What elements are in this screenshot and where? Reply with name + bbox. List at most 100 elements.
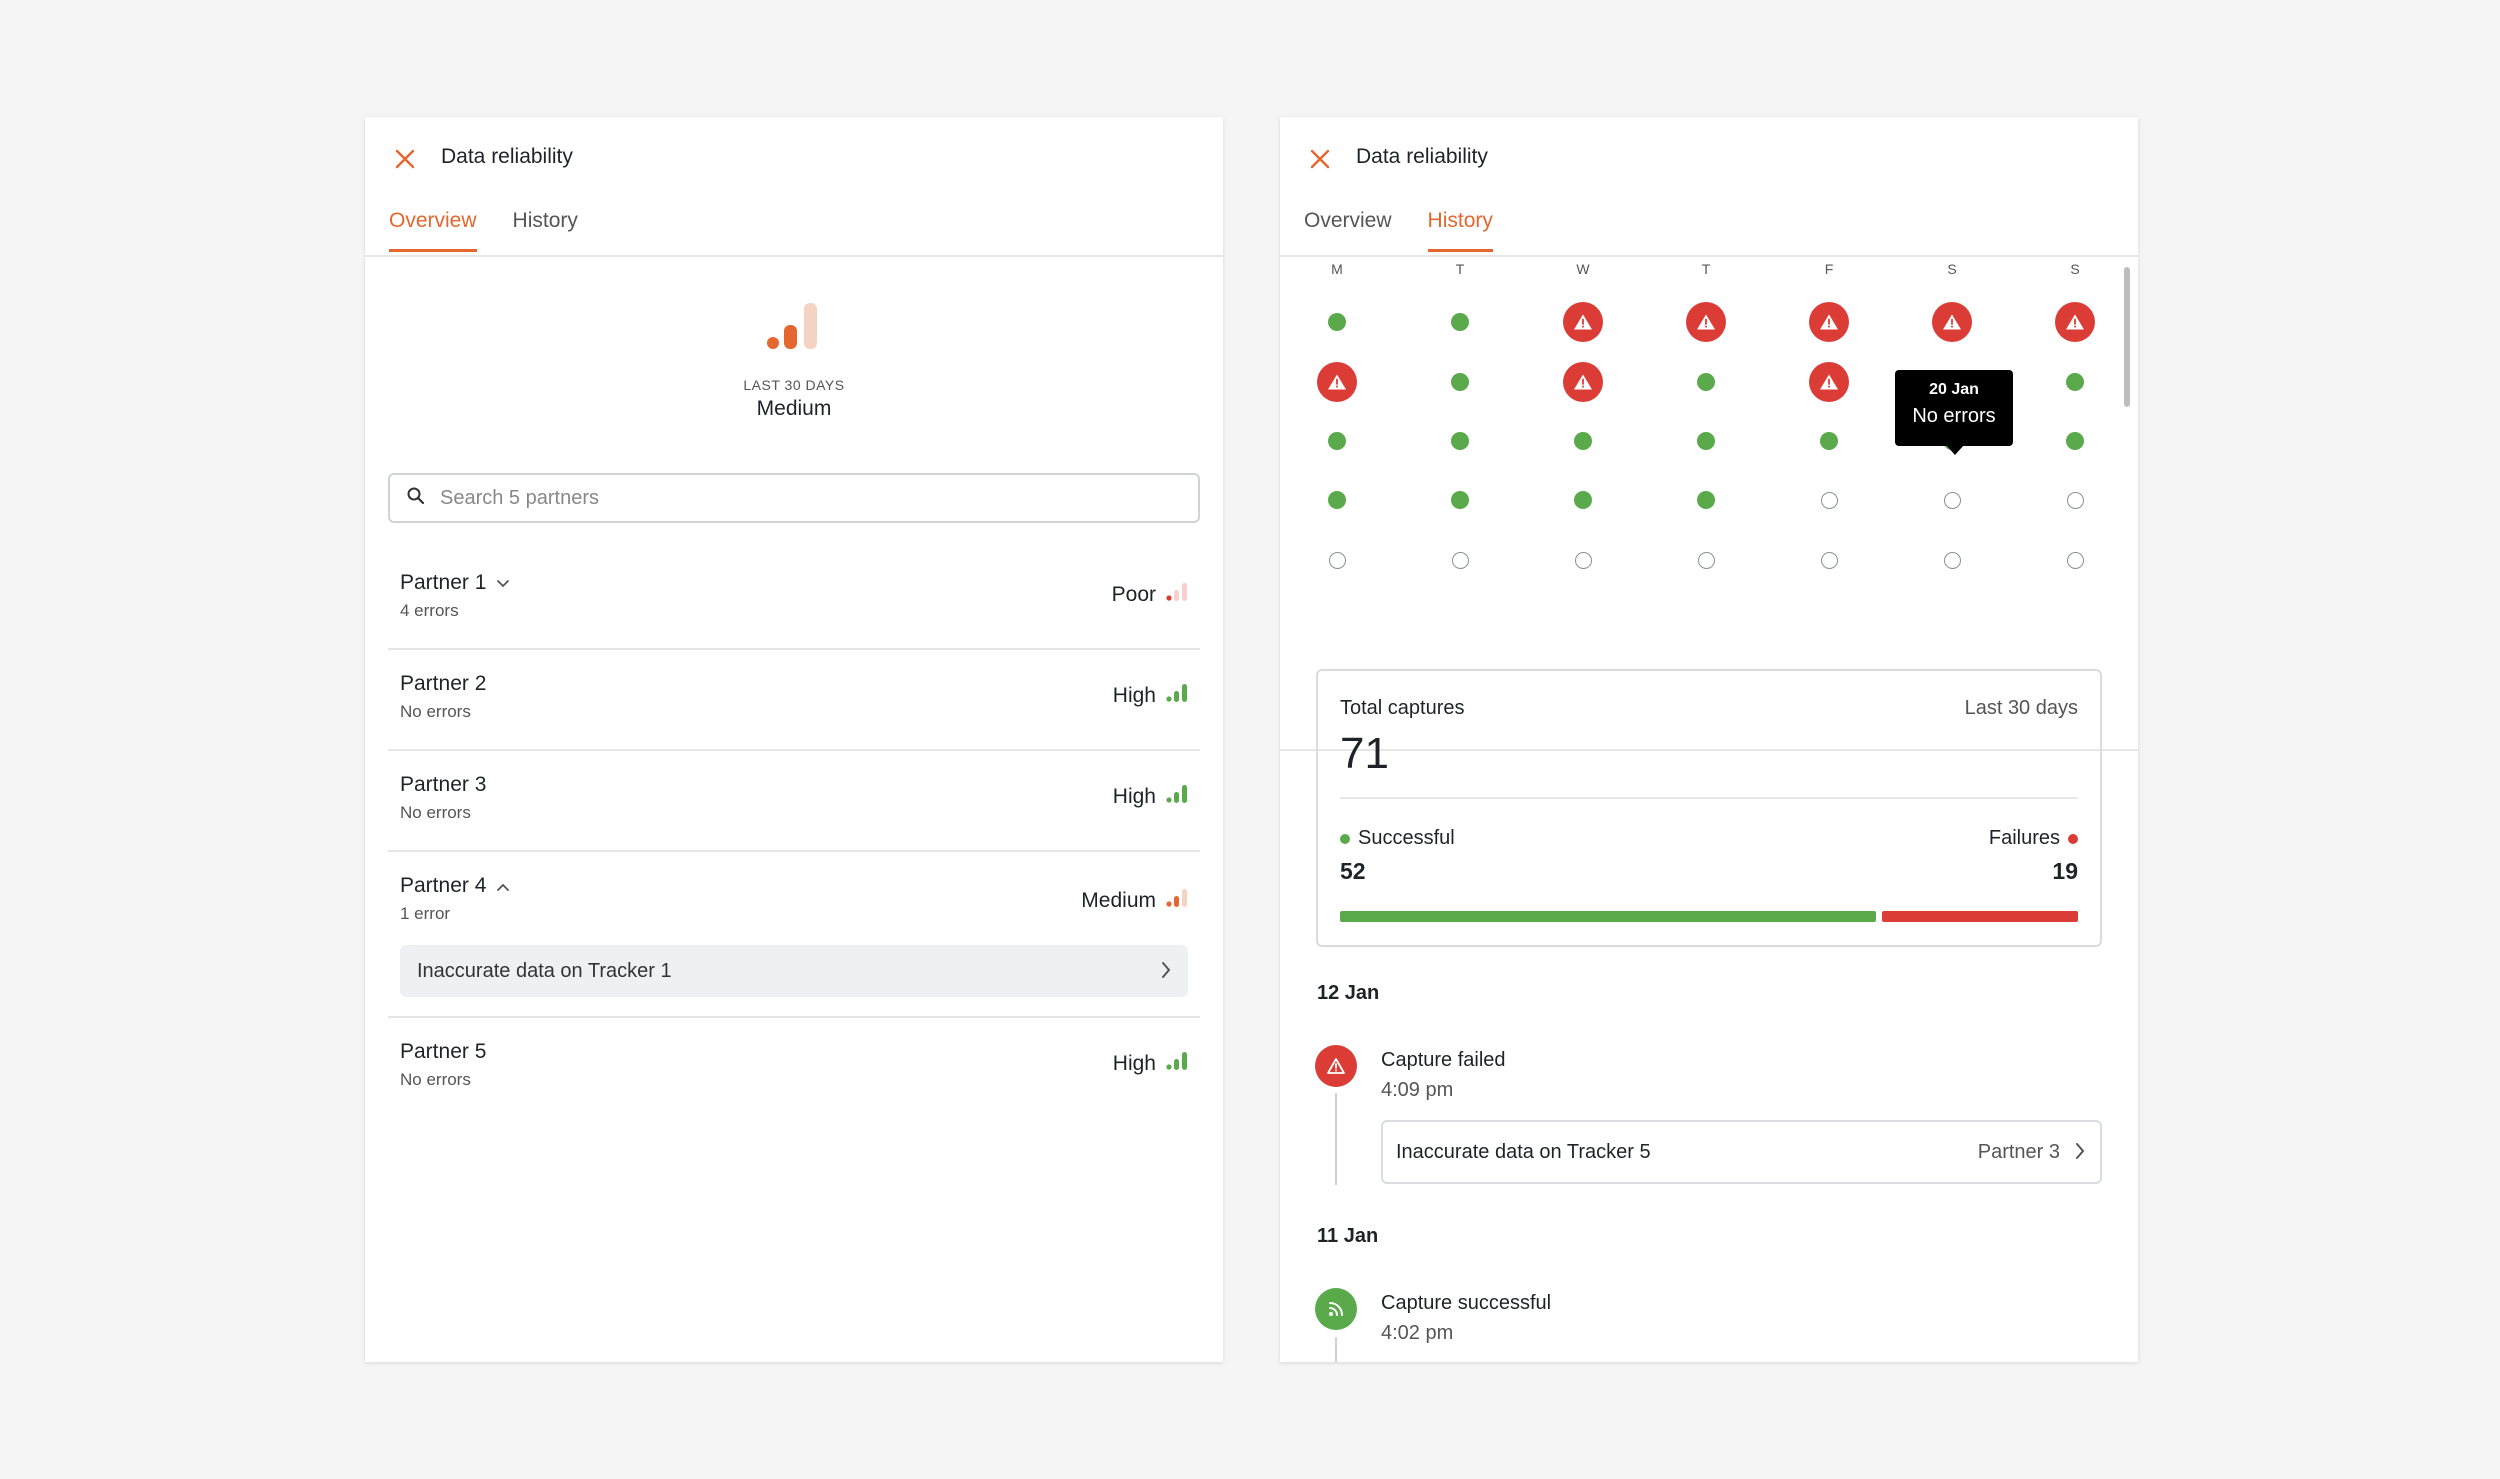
partner-row[interactable]: Partner 4 1 error Medium Inaccurate data…	[388, 852, 1200, 1018]
calendar-day[interactable]	[1686, 421, 1726, 461]
divider	[365, 255, 1223, 257]
calendar-day[interactable]	[2055, 540, 2095, 580]
weekday-label: F	[1824, 261, 1834, 277]
partner-name: Partner 4	[400, 874, 487, 897]
chevron-right-icon	[2074, 1142, 2086, 1166]
calendar-day[interactable]	[1317, 540, 1357, 580]
weekday-label: M	[1331, 261, 1343, 277]
partner-name: Partner 3	[400, 773, 487, 796]
calendar-day[interactable]	[1809, 480, 1849, 520]
partner-level: High	[1113, 784, 1188, 810]
success-dot-icon	[1574, 432, 1592, 450]
success-dot-icon	[2066, 432, 2084, 450]
tooltip-arrow	[1946, 445, 1964, 455]
calendar-day[interactable]	[1317, 302, 1357, 342]
tooltip-date: 20 Jan	[1929, 381, 1979, 398]
calendar-day[interactable]	[1440, 362, 1480, 402]
event-date: 11 Jan	[1317, 1225, 1379, 1247]
panel-title: Data reliability	[1356, 145, 1488, 168]
event-title: Capture successful	[1381, 1292, 1552, 1314]
failure-dot-icon	[2068, 833, 2078, 844]
calendar-day[interactable]	[1440, 540, 1480, 580]
calendar-day[interactable]	[2055, 302, 2095, 342]
calendar-day[interactable]	[1932, 480, 1972, 520]
partner-row[interactable]: Partner 5 No errors High	[388, 1018, 1200, 1119]
partner-level: Poor	[1112, 582, 1188, 608]
success-dot-icon	[1451, 432, 1469, 450]
calendar-day[interactable]	[1809, 421, 1849, 461]
calendar-day[interactable]	[1932, 302, 1972, 342]
warning-icon	[1809, 362, 1849, 402]
tab-overview[interactable]: Overview	[389, 209, 477, 252]
calendar-day[interactable]	[1686, 302, 1726, 342]
panel-title: Data reliability	[441, 145, 573, 168]
captures-period: Last 30 days	[1964, 697, 2078, 719]
tab-overview[interactable]: Overview	[1304, 209, 1392, 232]
divider	[1280, 255, 2138, 257]
calendar-day[interactable]	[1563, 421, 1603, 461]
partner-name: Partner 2	[400, 672, 487, 695]
tab-bar: Overview History	[1304, 209, 1493, 252]
calendar-day[interactable]	[2055, 421, 2095, 461]
calendar-day[interactable]	[1563, 480, 1603, 520]
success-dot-icon	[1451, 491, 1469, 509]
captures-total: 71	[1340, 729, 1389, 778]
failures-legend: Failures	[1989, 827, 2078, 850]
calendar-day[interactable]	[1440, 480, 1480, 520]
calendar-day[interactable]	[1563, 362, 1603, 402]
calendar-day[interactable]	[1686, 540, 1726, 580]
event-error-link[interactable]: Inaccurate data on Tracker 5 Partner 3	[1381, 1120, 2102, 1184]
calendar-day[interactable]	[1686, 362, 1726, 402]
scrollbar[interactable]	[2124, 267, 2130, 407]
captures-title: Total captures	[1340, 697, 1465, 719]
partner-name: Partner 5	[400, 1040, 487, 1063]
calendar-day[interactable]	[1686, 480, 1726, 520]
error-item[interactable]: Inaccurate data on Tracker 1	[400, 945, 1188, 997]
search-box[interactable]	[388, 473, 1200, 523]
divider	[1340, 797, 2078, 799]
chevron-up-icon[interactable]	[496, 874, 510, 898]
calendar-day[interactable]	[1563, 302, 1603, 342]
calendar-day[interactable]	[1317, 362, 1357, 402]
calendar-day[interactable]	[2055, 362, 2095, 402]
calendar-day[interactable]	[2055, 480, 2095, 520]
signal-poor-icon	[1166, 582, 1188, 608]
timeline-line	[1335, 1093, 1337, 1185]
tooltip-status: No errors	[1912, 405, 1996, 427]
success-dot-icon	[1697, 432, 1715, 450]
search-input[interactable]	[440, 486, 1140, 510]
chevron-right-icon	[1160, 961, 1172, 985]
partner-row[interactable]: Partner 3 No errors High	[388, 751, 1200, 852]
warning-icon	[1315, 1045, 1357, 1087]
chevron-down-icon[interactable]	[496, 571, 510, 595]
partner-status: 1 error	[400, 904, 451, 923]
successful-bar	[1340, 911, 1877, 922]
calendar-day[interactable]	[1809, 540, 1849, 580]
partner-row[interactable]: Partner 2 No errors High	[388, 650, 1200, 751]
partner-name-wrap: Partner 4	[400, 874, 510, 898]
close-icon[interactable]	[1302, 141, 1338, 177]
calendar-day[interactable]	[1440, 302, 1480, 342]
captures-card: Total captures Last 30 days 71 Successfu…	[1316, 669, 2102, 947]
partner-row[interactable]: Partner 1 4 errors Poor	[388, 549, 1200, 650]
calendar-day[interactable]	[1563, 540, 1603, 580]
event-time: 4:09 pm	[1381, 1079, 1454, 1101]
calendar-day[interactable]	[1317, 421, 1357, 461]
calendar-day[interactable]	[1809, 362, 1849, 402]
close-icon[interactable]	[387, 141, 423, 177]
event-partner: Partner 3	[1977, 1141, 2060, 1163]
signal-high-icon	[1166, 1051, 1188, 1077]
tab-history[interactable]: History	[1427, 209, 1493, 252]
calendar-day[interactable]	[1317, 480, 1357, 520]
calendar-day[interactable]	[1440, 421, 1480, 461]
warning-icon	[2055, 302, 2095, 342]
tab-history[interactable]: History	[512, 209, 578, 232]
calendar-day[interactable]	[1932, 540, 1972, 580]
warning-icon	[1563, 362, 1603, 402]
summary-caption: LAST 30 DAYS	[743, 377, 845, 393]
captures-bar	[1340, 911, 2078, 922]
calendar-day[interactable]	[1809, 302, 1849, 342]
empty-dot-icon	[1328, 551, 1346, 569]
event-date: 12 Jan	[1317, 982, 1380, 1004]
partner-name-wrap: Partner 1	[400, 571, 510, 595]
